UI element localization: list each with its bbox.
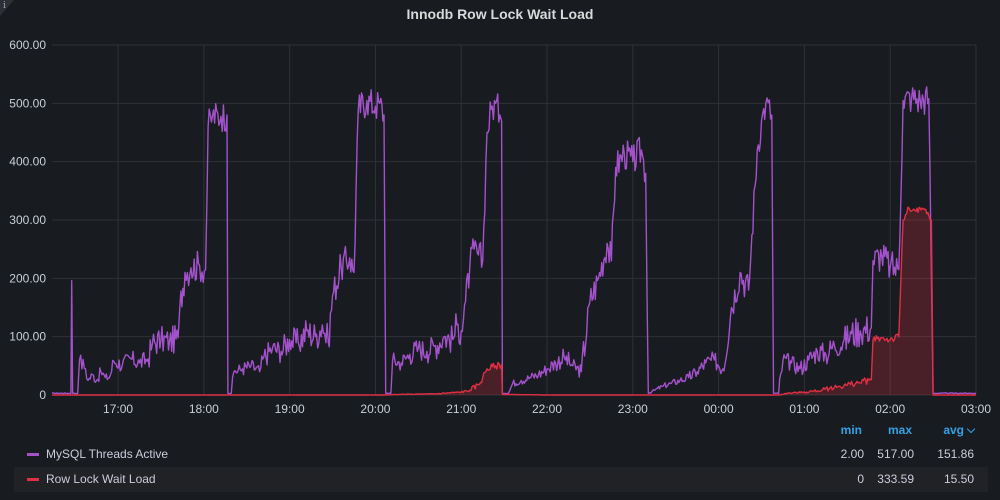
legend-row-row-lock-wait[interactable]: Row Lock Wait Load 0 333.59 15.50: [14, 467, 988, 492]
x-tick-label: 20:00: [360, 402, 390, 416]
x-tick-label: 23:00: [618, 402, 648, 416]
legend-avg-value: 151.86: [937, 447, 974, 461]
y-tick-label: 300.00: [9, 213, 46, 227]
y-tick-label: 200.00: [9, 271, 46, 285]
panel-title: Innodb Row Lock Wait Load: [406, 6, 594, 22]
legend-swatch: [27, 478, 39, 481]
y-tick-label: 600.00: [9, 38, 46, 52]
legend-max-value: 517.00: [877, 447, 914, 461]
chevron-down-icon: [966, 424, 976, 434]
y-tick-label: 400.00: [9, 155, 46, 169]
x-tick-label: 00:00: [704, 402, 734, 416]
legend-swatch: [27, 453, 39, 456]
legend-row-threads-active[interactable]: MySQL Threads Active 2.00 517.00 151.86: [14, 442, 988, 467]
y-tick-label: 500.00: [9, 96, 46, 110]
legend-series-name: Row Lock Wait Load: [46, 472, 156, 486]
x-tick-label: 19:00: [275, 402, 305, 416]
legend-min-value: 0: [857, 472, 864, 486]
x-tick-label: 02:00: [875, 402, 905, 416]
legend: min max avg MySQL Threads Active 2.00 51…: [14, 420, 988, 492]
series-line-0: [51, 86, 977, 395]
series-area-1: [52, 207, 976, 395]
info-icon-glyph: i: [3, 1, 6, 11]
x-tick-label: 17:00: [103, 402, 133, 416]
legend-avg-value: 15.50: [943, 472, 974, 486]
chart-series: [51, 86, 977, 396]
legend-max-value: 333.59: [877, 472, 914, 486]
legend-series-name: MySQL Threads Active: [46, 447, 169, 461]
x-tick-label: 01:00: [789, 402, 819, 416]
chart-grid: [52, 44, 977, 396]
series-line-1: [52, 206, 976, 396]
x-tick-label: 21:00: [446, 402, 476, 416]
y-axis: 0 100.00 200.00 300.00 400.00 500.00 600.00: [9, 38, 46, 402]
x-axis: 17:00 18:00 19:00 20:00 21:00 22:00 23:00 00:00…: [103, 402, 991, 416]
legend-header-avg-label: avg: [943, 423, 964, 437]
x-tick-label: 22:00: [532, 402, 562, 416]
legend-header: min max avg: [14, 420, 988, 442]
legend-header-max[interactable]: max: [887, 423, 912, 437]
y-tick-label: 100.00: [9, 330, 46, 344]
legend-header-avg[interactable]: avg: [943, 423, 976, 437]
chart-area: 0 100.00 200.00 300.00 400.00 500.00 600.00 17…: [9, 38, 991, 416]
x-tick-label: 03:00: [961, 402, 991, 416]
x-tick-label: 18:00: [189, 402, 219, 416]
legend-header-min[interactable]: min: [840, 423, 862, 437]
legend-min-value: 2.00: [840, 447, 864, 461]
y-tick-label: 0: [39, 388, 46, 402]
